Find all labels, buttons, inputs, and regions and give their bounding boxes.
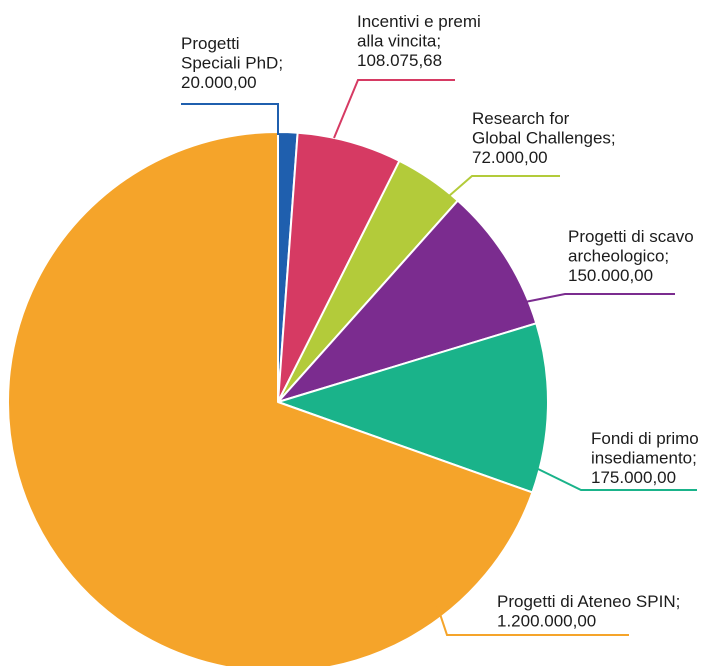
slice-label-research-for-global-challenges: Research for Global Challenges; 72.000,00 bbox=[472, 109, 616, 167]
leader-line-research-for-global-challenges bbox=[448, 175, 560, 197]
leader-line-progetti-speciali-phd bbox=[181, 103, 279, 135]
slice-label-line: Incentivi e premi bbox=[357, 12, 481, 31]
slice-label-progetti-di-ateneo-spin: Progetti di Ateneo SPIN; 1.200.000,00 bbox=[497, 592, 680, 631]
pie-slice-progetti-di-ateneo-spin bbox=[7, 131, 534, 666]
slice-label-progetti-di-scavo-archeologico: Progetti di scavo archeologico; 150.000,00 bbox=[568, 227, 694, 285]
leader-lines bbox=[181, 79, 697, 636]
slice-label-line: 108.075,68 bbox=[357, 51, 442, 70]
slice-labels: Progetti Speciali PhD; 20.000,00 Incentivi … bbox=[181, 12, 699, 631]
pie-slices bbox=[7, 131, 549, 666]
leader-line-progetti-di-scavo-archeologico bbox=[519, 293, 675, 304]
slice-label-line: Progetti bbox=[181, 34, 240, 53]
slice-label-line: Progetti di scavo bbox=[568, 227, 694, 246]
slice-label-line: Research for bbox=[472, 109, 570, 128]
slice-label-line: 72.000,00 bbox=[472, 148, 548, 167]
slice-label-incentivi-e-premi-alla-vincita: Incentivi e premi alla vincita; 108.075,68 bbox=[357, 12, 481, 70]
slice-label-line: Progetti di Ateneo SPIN; bbox=[497, 592, 680, 611]
slice-label-progetti-speciali-phd: Progetti Speciali PhD; 20.000,00 bbox=[181, 34, 283, 92]
slice-label-line: alla vincita; bbox=[357, 32, 441, 51]
slice-label-line: insediamento; bbox=[591, 449, 697, 468]
slice-label-line: Speciali PhD; bbox=[181, 54, 283, 73]
leader-line-incentivi-e-premi-alla-vincita bbox=[333, 79, 455, 139]
leader-line-fondi-di-primo-insediamento bbox=[535, 467, 697, 491]
slice-label-line: Global Challenges; bbox=[472, 129, 616, 148]
slice-label-line: 150.000,00 bbox=[568, 266, 653, 285]
slice-label-fondi-di-primo-insediamento: Fondi di primo insediamento; 175.000,00 bbox=[591, 429, 699, 487]
slice-label-line: Fondi di primo bbox=[591, 429, 699, 448]
leader-line-progetti-di-ateneo-spin bbox=[431, 589, 629, 636]
pie-slice-fondi-di-primo-insediamento bbox=[277, 322, 549, 494]
slice-label-line: archeologico; bbox=[568, 247, 669, 266]
slice-label-line: 20.000,00 bbox=[181, 73, 257, 92]
slice-label-line: 1.200.000,00 bbox=[497, 612, 596, 631]
slice-label-line: 175.000,00 bbox=[591, 468, 676, 487]
pie-slice-progetti-di-scavo-archeologico bbox=[277, 199, 538, 403]
